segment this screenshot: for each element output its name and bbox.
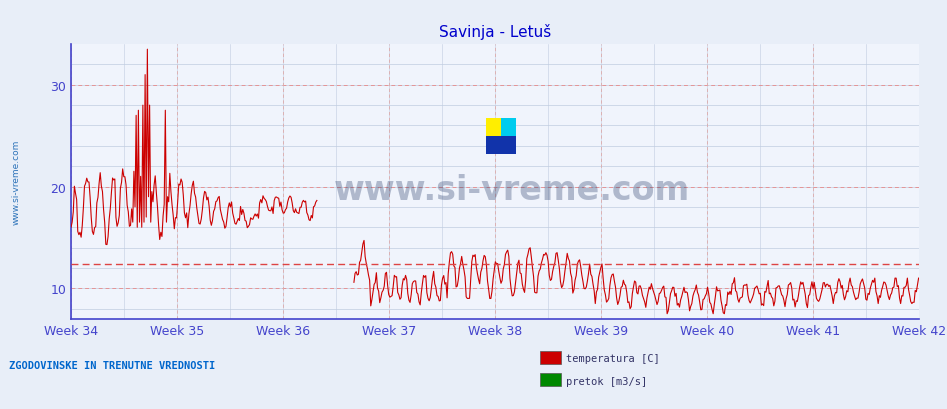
Title: Savinja - Letuš: Savinja - Letuš bbox=[438, 24, 551, 40]
Text: www.si-vreme.com: www.si-vreme.com bbox=[333, 174, 689, 207]
Text: ZGODOVINSKE IN TRENUTNE VREDNOSTI: ZGODOVINSKE IN TRENUTNE VREDNOSTI bbox=[9, 360, 216, 370]
Text: temperatura [C]: temperatura [C] bbox=[566, 353, 660, 364]
Text: www.si-vreme.com: www.si-vreme.com bbox=[11, 139, 21, 225]
Text: pretok [m3/s]: pretok [m3/s] bbox=[566, 376, 648, 386]
